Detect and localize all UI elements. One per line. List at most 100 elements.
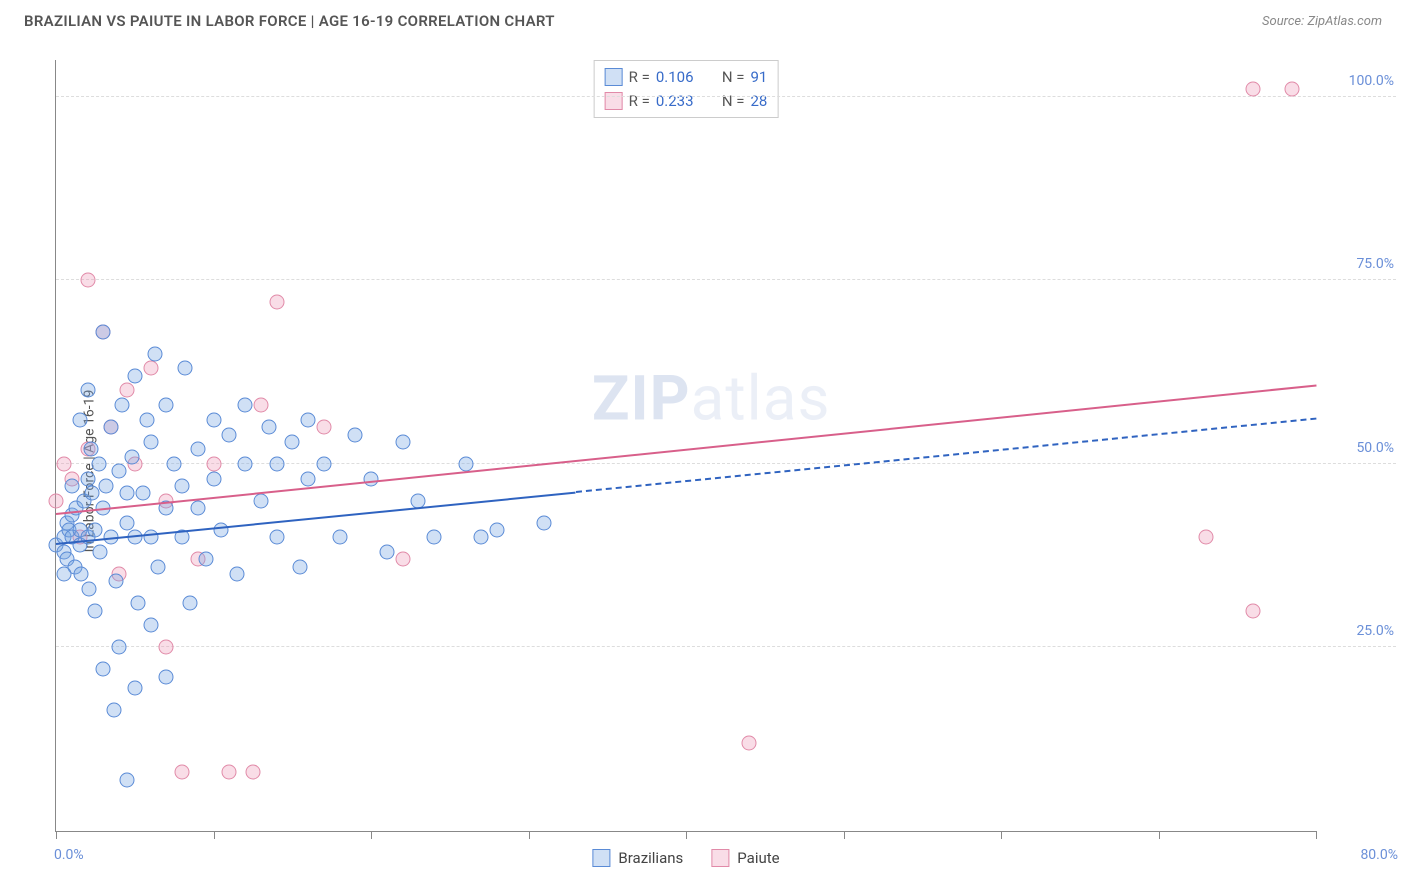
- scatter-point-brazilians: [190, 500, 205, 515]
- scatter-point-brazilians: [222, 427, 237, 442]
- scatter-point-brazilians: [159, 669, 174, 684]
- scatter-point-paiute: [206, 456, 221, 471]
- scatter-point-brazilians: [91, 456, 106, 471]
- chart-title: BRAZILIAN VS PAIUTE IN LABOR FORCE | AGE…: [24, 12, 555, 30]
- scatter-point-brazilians: [301, 412, 316, 427]
- scatter-point-brazilians: [206, 412, 221, 427]
- x-tick: [214, 831, 215, 839]
- x-tick: [529, 831, 530, 839]
- stat-n-brazilians: 91: [750, 65, 767, 89]
- chart-header: BRAZILIAN VS PAIUTE IN LABOR FORCE | AGE…: [0, 0, 1406, 46]
- chart-area: In Labor Force | Age 16-19 ZIPatlas R = …: [0, 50, 1406, 892]
- stat-r-label: R =: [629, 89, 650, 113]
- scatter-point-brazilians: [214, 522, 229, 537]
- scatter-point-brazilians: [119, 515, 134, 530]
- scatter-point-brazilians: [96, 324, 111, 339]
- scatter-point-brazilians: [112, 640, 127, 655]
- x-axis-min-label: 0.0%: [54, 847, 84, 863]
- x-tick: [1001, 831, 1002, 839]
- scatter-point-brazilians: [427, 530, 442, 545]
- scatter-point-paiute: [316, 420, 331, 435]
- scatter-point-brazilians: [293, 559, 308, 574]
- scatter-point-brazilians: [140, 412, 155, 427]
- scatter-point-brazilians: [143, 618, 158, 633]
- scatter-point-brazilians: [143, 434, 158, 449]
- scatter-point-brazilians: [115, 398, 130, 413]
- x-tick: [371, 831, 372, 839]
- scatter-point-paiute: [269, 295, 284, 310]
- legend-item-paiute: Paiute: [711, 849, 779, 867]
- source-name: ZipAtlas.com: [1307, 14, 1382, 29]
- scatter-point-brazilians: [151, 559, 166, 574]
- scatter-point-brazilians: [253, 493, 268, 508]
- scatter-point-brazilians: [490, 522, 505, 537]
- y-tick-label: 25.0%: [1356, 623, 1394, 639]
- y-tick-label: 75.0%: [1356, 256, 1394, 272]
- legend-item-brazilians: Brazilians: [592, 849, 683, 867]
- swatch-paiute-icon: [711, 849, 729, 867]
- legend-label-paiute: Paiute: [737, 849, 779, 867]
- x-tick: [686, 831, 687, 839]
- scatter-point-brazilians: [301, 471, 316, 486]
- scatter-point-brazilians: [64, 478, 79, 493]
- scatter-point-paiute: [119, 383, 134, 398]
- stats-row-brazilians: R = 0.106 N = 91: [605, 65, 768, 89]
- scatter-point-brazilians: [72, 412, 87, 427]
- scatter-point-paiute: [245, 765, 260, 780]
- stat-r-label: R =: [629, 65, 650, 89]
- scatter-point-brazilians: [99, 478, 114, 493]
- scatter-point-paiute: [175, 765, 190, 780]
- scatter-point-brazilians: [104, 420, 119, 435]
- scatter-point-brazilians: [379, 544, 394, 559]
- scatter-point-brazilians: [269, 456, 284, 471]
- scatter-point-brazilians: [238, 398, 253, 413]
- scatter-point-brazilians: [230, 567, 245, 582]
- scatter-point-brazilians: [80, 471, 95, 486]
- gridline: [56, 646, 1396, 647]
- scatter-point-paiute: [1246, 603, 1261, 618]
- scatter-point-brazilians: [261, 420, 276, 435]
- scatter-point-brazilians: [127, 680, 142, 695]
- scatter-point-brazilians: [182, 596, 197, 611]
- stat-n-label: N =: [722, 89, 745, 113]
- scatter-point-brazilians: [82, 581, 97, 596]
- scatter-point-brazilians: [74, 567, 89, 582]
- scatter-point-brazilians: [56, 567, 71, 582]
- series-legend: Brazilians Paiute: [592, 849, 779, 867]
- scatter-point-brazilians: [537, 515, 552, 530]
- scatter-point-brazilians: [148, 346, 163, 361]
- scatter-point-brazilians: [206, 471, 221, 486]
- scatter-point-paiute: [143, 361, 158, 376]
- correlation-stats-box: R = 0.106 N = 91 R = 0.233 N = 28: [594, 60, 779, 118]
- scatter-point-brazilians: [107, 702, 122, 717]
- watermark-rest: atlas: [691, 363, 831, 436]
- scatter-point-brazilians: [124, 449, 139, 464]
- scatter-point-brazilians: [198, 552, 213, 567]
- scatter-point-brazilians: [112, 464, 127, 479]
- scatter-point-brazilians: [108, 574, 123, 589]
- scatter-point-paiute: [159, 640, 174, 655]
- x-tick: [1316, 831, 1317, 839]
- x-tick: [56, 831, 57, 839]
- scatter-point-brazilians: [458, 456, 473, 471]
- scatter-point-brazilians: [395, 434, 410, 449]
- scatter-point-paiute: [1198, 530, 1213, 545]
- scatter-point-brazilians: [269, 530, 284, 545]
- scatter-point-paiute: [222, 765, 237, 780]
- scatter-point-brazilians: [175, 478, 190, 493]
- scatter-point-brazilians: [190, 442, 205, 457]
- scatter-point-brazilians: [364, 471, 379, 486]
- scatter-point-paiute: [56, 456, 71, 471]
- scatter-point-brazilians: [88, 522, 103, 537]
- swatch-paiute-icon: [605, 92, 623, 110]
- scatter-point-brazilians: [178, 361, 193, 376]
- scatter-point-paiute: [49, 493, 64, 508]
- gridline: [56, 279, 1396, 280]
- scatter-point-paiute: [80, 273, 95, 288]
- scatter-point-paiute: [1285, 82, 1300, 97]
- stats-row-paiute: R = 0.233 N = 28: [605, 89, 768, 113]
- swatch-brazilians-icon: [605, 68, 623, 86]
- scatter-point-brazilians: [316, 456, 331, 471]
- scatter-point-brazilians: [96, 662, 111, 677]
- scatter-point-brazilians: [130, 596, 145, 611]
